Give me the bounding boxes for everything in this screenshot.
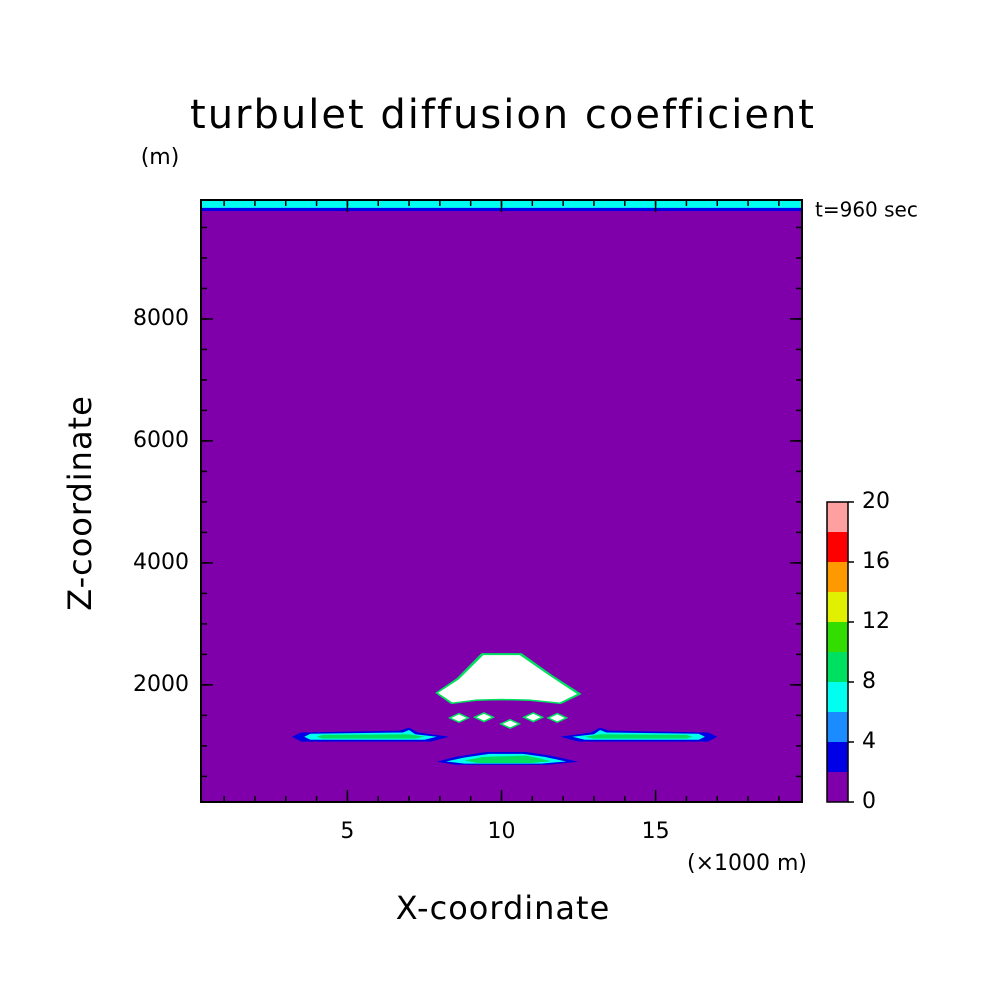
contour-region — [499, 718, 522, 730]
colorbar-tick-label: 12 — [862, 609, 890, 634]
y-unit: (m) — [141, 145, 180, 170]
colorbar-tick-label: 0 — [862, 789, 876, 814]
plot-background — [201, 200, 802, 802]
y-tick-label: 4000 — [133, 550, 189, 575]
contour-region — [435, 653, 581, 704]
contour-region — [447, 712, 471, 723]
contour-region — [584, 734, 693, 739]
colorbar-swatch — [827, 532, 848, 562]
colorbar-swatch — [827, 772, 848, 802]
colorbar-swatch — [827, 562, 848, 592]
time-annotation: t=960 sec — [815, 198, 918, 222]
colorbar-swatch — [827, 682, 848, 712]
contour-region — [464, 755, 551, 763]
y-tick-label: 8000 — [133, 306, 189, 331]
x-tick-label: 5 — [340, 819, 354, 844]
y-tick-label: 6000 — [133, 428, 189, 453]
colorbar-swatch — [827, 652, 848, 682]
contour-region — [472, 712, 495, 723]
x-axis-label: X-coordinate — [396, 889, 611, 927]
colorbar-tick-label: 4 — [862, 729, 876, 754]
colorbar-tick-label: 8 — [862, 669, 876, 694]
colorbar-swatch — [827, 742, 848, 772]
colorbar-swatch — [827, 712, 848, 742]
colorbar-swatch — [827, 592, 848, 622]
contour-region — [316, 734, 425, 739]
colorbar-swatch — [827, 502, 848, 532]
y-axis-label: Z-coordinate — [61, 395, 99, 611]
colorbar-swatch — [827, 622, 848, 652]
colorbar-tick-label: 20 — [862, 489, 890, 514]
x-tick-label: 15 — [642, 819, 670, 844]
colorbar-frame — [826, 501, 849, 803]
chart-title: turbulet diffusion coefficient — [190, 92, 816, 138]
x-unit: (×1000 m) — [687, 851, 807, 876]
contour-region — [522, 712, 545, 723]
contour-region — [546, 712, 569, 723]
x-tick-label: 10 — [488, 819, 516, 844]
colorbar-tick-label: 16 — [862, 549, 890, 574]
y-tick-label: 2000 — [133, 672, 189, 697]
